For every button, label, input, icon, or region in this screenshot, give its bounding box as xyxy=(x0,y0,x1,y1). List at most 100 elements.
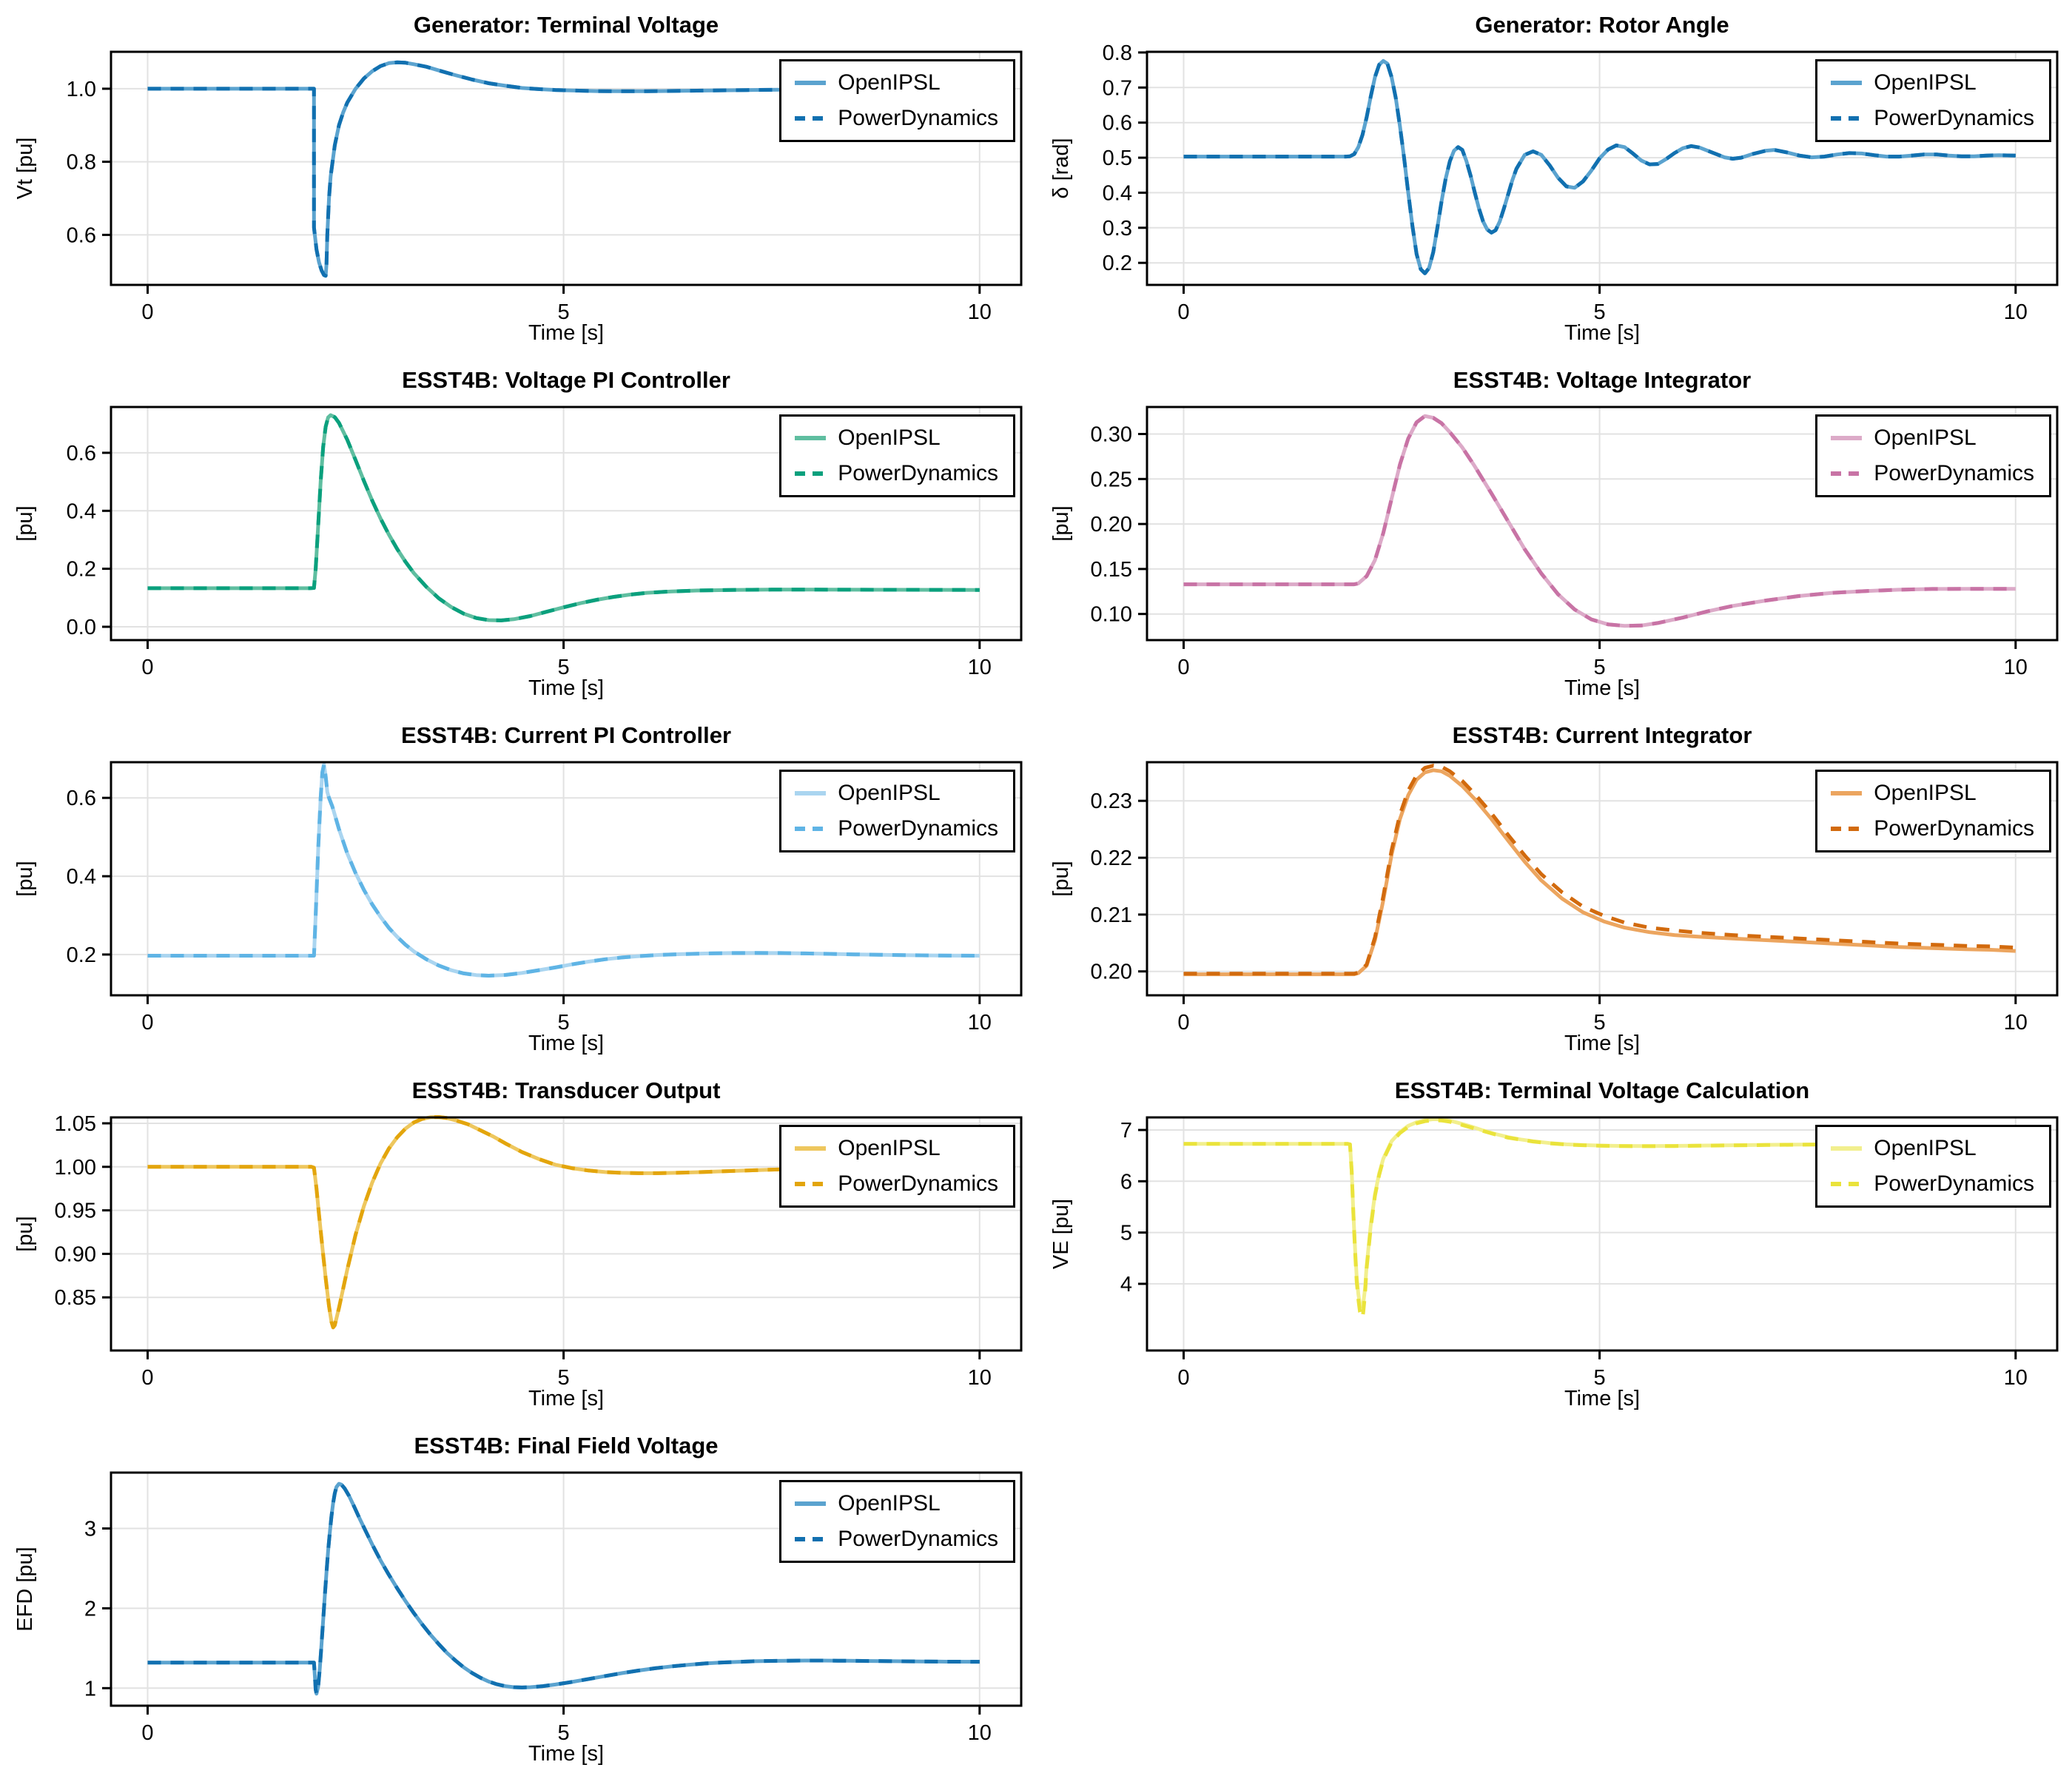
x-axis-label: Time [s] xyxy=(1564,321,1641,345)
x-axis-label: Time [s] xyxy=(1564,1032,1641,1055)
svg-text:3: 3 xyxy=(84,1518,96,1541)
svg-text:1.0: 1.0 xyxy=(67,78,96,101)
chart-title: Generator: Rotor Angle xyxy=(1475,12,1729,38)
dashed-line-swatch-icon xyxy=(795,471,827,476)
legend: OpenIPSL PowerDynamics xyxy=(1815,1125,2051,1208)
legend-entry-openipsl: OpenIPSL xyxy=(793,70,998,95)
chart-title: ESST4B: Transducer Output xyxy=(411,1077,721,1103)
chart-title: ESST4B: Terminal Voltage Calculation xyxy=(1394,1077,1810,1103)
plot-area: 0 5 10 0.10 0.15 0.20 0.25 0.30 xyxy=(1091,406,2059,679)
y-axis-label: [pu] xyxy=(1049,505,1073,542)
svg-text:0: 0 xyxy=(141,656,153,679)
x-axis-label: Time [s] xyxy=(1564,676,1641,700)
svg-text:10: 10 xyxy=(968,300,992,324)
svg-text:0.6: 0.6 xyxy=(67,442,96,465)
svg-text:10: 10 xyxy=(2004,300,2028,324)
legend-label: PowerDynamics xyxy=(1874,816,2034,841)
solid-line-swatch-icon xyxy=(1831,791,1863,796)
legend-entry-openipsl: OpenIPSL xyxy=(793,1491,998,1516)
svg-text:10: 10 xyxy=(968,656,992,679)
svg-text:10: 10 xyxy=(968,1366,992,1390)
legend-label: OpenIPSL xyxy=(838,70,941,95)
svg-text:4: 4 xyxy=(1120,1273,1132,1296)
svg-text:0.20: 0.20 xyxy=(1091,513,1132,536)
empty-cell xyxy=(1036,1421,2072,1776)
solid-line-swatch-icon xyxy=(795,436,827,440)
legend-entry-powerdynamics: PowerDynamics xyxy=(793,1527,998,1552)
svg-text:0: 0 xyxy=(141,1366,153,1390)
legend: OpenIPSL PowerDynamics xyxy=(1815,414,2051,497)
svg-text:0.23: 0.23 xyxy=(1091,790,1132,813)
svg-text:10: 10 xyxy=(2004,656,2028,679)
legend: OpenIPSL PowerDynamics xyxy=(779,770,1015,852)
legend-label: PowerDynamics xyxy=(838,816,998,841)
svg-text:5: 5 xyxy=(558,1011,570,1035)
svg-text:0.20: 0.20 xyxy=(1091,961,1132,984)
chart-title: ESST4B: Current Integrator xyxy=(1452,722,1752,748)
svg-text:0.2: 0.2 xyxy=(67,558,96,582)
chart-current-pi-controller: 0 5 10 0.2 0.4 0.6 ESST4B: Current PI Control… xyxy=(0,710,1036,1066)
chart-voltage-integrator: 0 5 10 0.10 0.15 0.20 0.25 0.30 ESST4B: Voltage… xyxy=(1036,355,2072,710)
legend-entry-openipsl: OpenIPSL xyxy=(793,1136,998,1161)
legend-label: OpenIPSL xyxy=(838,1136,941,1160)
chart-title: ESST4B: Voltage PI Controller xyxy=(402,367,730,393)
plot-area: 0 5 10 1 2 3 xyxy=(84,1471,1023,1745)
solid-line-swatch-icon xyxy=(1831,1146,1863,1151)
y-axis-label: [pu] xyxy=(13,861,37,897)
dashed-line-swatch-icon xyxy=(795,1537,827,1541)
legend-entry-powerdynamics: PowerDynamics xyxy=(793,1171,998,1197)
svg-text:5: 5 xyxy=(1594,300,1606,324)
svg-text:0: 0 xyxy=(141,1011,153,1035)
svg-text:0.8: 0.8 xyxy=(1103,41,1132,65)
legend-label: PowerDynamics xyxy=(838,1527,998,1551)
legend: OpenIPSL PowerDynamics xyxy=(1815,770,2051,852)
svg-text:0.2: 0.2 xyxy=(1103,252,1132,275)
legend-label: PowerDynamics xyxy=(838,106,998,130)
svg-text:0.15: 0.15 xyxy=(1091,558,1132,582)
y-axis-label: Vt [pu] xyxy=(13,137,37,200)
y-axis-label: [pu] xyxy=(13,505,37,542)
chart-generator-rotor-angle: 0 5 10 0.2 0.3 0.4 0.5 0.6 0.7 0.8 Generator: Rot… xyxy=(1036,0,2072,355)
chart-title: Generator: Terminal Voltage xyxy=(413,12,719,38)
legend-label: PowerDynamics xyxy=(838,1171,998,1196)
svg-text:5: 5 xyxy=(558,300,570,324)
svg-text:5: 5 xyxy=(1594,656,1606,679)
chart-voltage-pi-controller: 0 5 10 0.0 0.2 0.4 0.6 ESST4B: Voltage PI Cont… xyxy=(0,355,1036,710)
svg-text:10: 10 xyxy=(2004,1366,2028,1390)
svg-text:0.22: 0.22 xyxy=(1091,847,1132,870)
svg-text:5: 5 xyxy=(1594,1011,1606,1035)
svg-text:0.3: 0.3 xyxy=(1103,217,1132,240)
dashed-line-swatch-icon xyxy=(795,1182,827,1186)
svg-text:0.0: 0.0 xyxy=(67,616,96,639)
solid-line-swatch-icon xyxy=(795,1501,827,1506)
svg-text:5: 5 xyxy=(558,656,570,679)
svg-text:0.6: 0.6 xyxy=(67,787,96,810)
legend-label: OpenIPSL xyxy=(838,426,941,450)
plot-area: 0 5 10 0.20 0.21 0.22 0.23 xyxy=(1091,761,2059,1035)
svg-text:0.6: 0.6 xyxy=(1103,112,1132,135)
svg-text:0: 0 xyxy=(141,1721,153,1745)
svg-text:0.4: 0.4 xyxy=(67,865,96,889)
legend-label: OpenIPSL xyxy=(1874,70,1977,95)
chart-current-integrator: 0 5 10 0.20 0.21 0.22 0.23 ESST4B: Current Int… xyxy=(1036,710,2072,1066)
svg-text:0.4: 0.4 xyxy=(67,500,96,523)
svg-text:6: 6 xyxy=(1120,1170,1132,1194)
plot-area: 0 5 10 0.2 0.4 0.6 xyxy=(67,761,1023,1035)
chart-final-field-voltage: 0 5 10 1 2 3 ESST4B: Final Field Voltage EFD … xyxy=(0,1421,1036,1776)
svg-text:10: 10 xyxy=(968,1011,992,1035)
legend: OpenIPSL PowerDynamics xyxy=(1815,59,2051,142)
svg-text:0.8: 0.8 xyxy=(67,151,96,175)
plot-area: 0 5 10 0.6 0.8 1.0 xyxy=(67,50,1023,324)
svg-text:0.2: 0.2 xyxy=(67,944,96,967)
svg-text:0.90: 0.90 xyxy=(55,1242,96,1266)
y-axis-label: [pu] xyxy=(13,1216,37,1252)
legend-entry-openipsl: OpenIPSL xyxy=(793,781,998,806)
legend-label: OpenIPSL xyxy=(838,1491,941,1516)
svg-text:0.5: 0.5 xyxy=(1103,147,1132,170)
svg-text:0.21: 0.21 xyxy=(1091,904,1132,927)
plot-area: 0 5 10 0.2 0.3 0.4 0.5 0.6 0.7 0.8 xyxy=(1103,41,2059,324)
dashed-line-swatch-icon xyxy=(1831,116,1863,121)
legend-label: PowerDynamics xyxy=(1874,461,2034,485)
svg-text:5: 5 xyxy=(558,1366,570,1390)
